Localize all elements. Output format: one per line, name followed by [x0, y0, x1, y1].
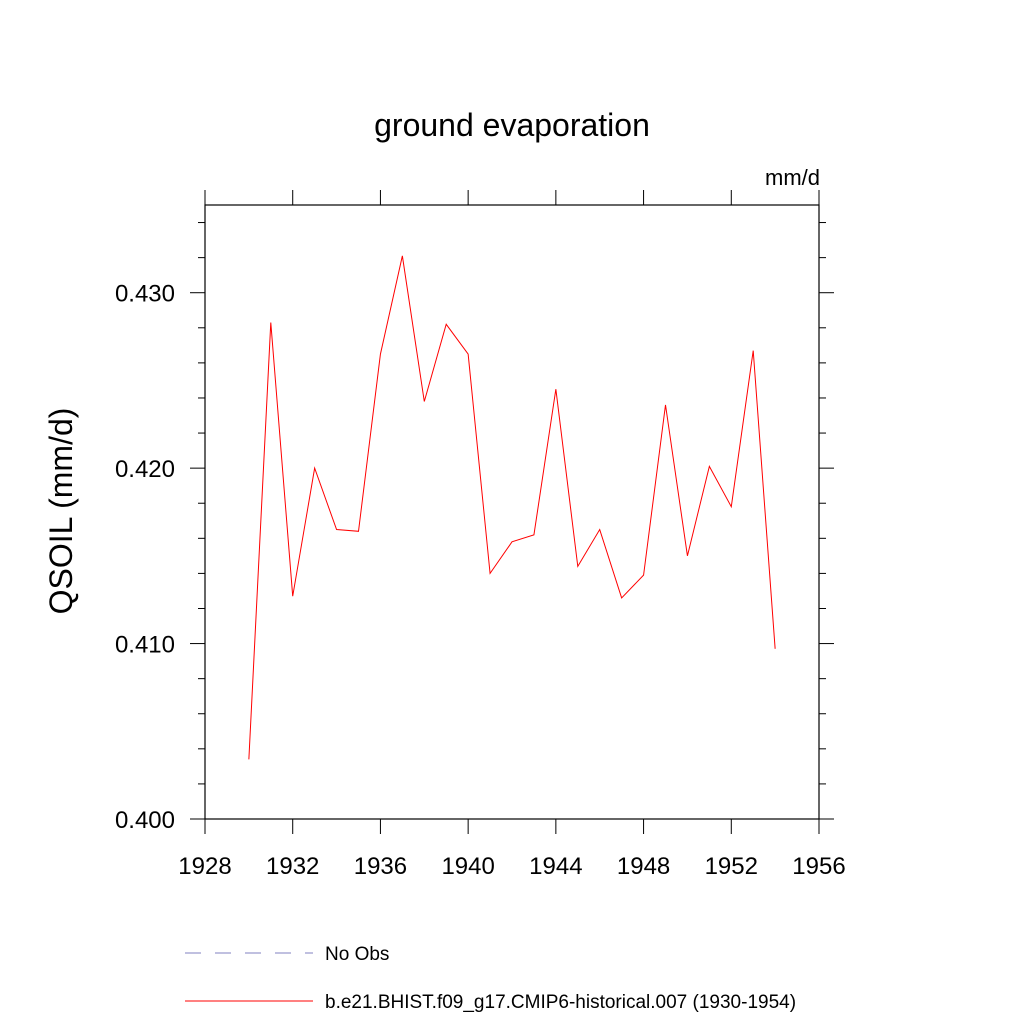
legend-label-no-obs: No Obs [325, 944, 389, 965]
plot-frame [204, 204, 820, 820]
x-tick-label: 1936 [354, 853, 407, 880]
y-tick-label: 0.400 [115, 807, 175, 834]
x-tick-label: 1944 [529, 853, 582, 880]
y-tick-label: 0.430 [115, 281, 175, 308]
x-tick-label: 1928 [178, 853, 231, 880]
series-line [248, 255, 776, 760]
x-tick-label: 1940 [441, 853, 494, 880]
legend-label-historical: b.e21.BHIST.f09_g17.CMIP6-historical.007… [325, 992, 796, 1013]
chart-title: ground evaporation [374, 107, 650, 143]
x-tick-label: 1948 [617, 853, 670, 880]
y-tick-label: 0.420 [115, 456, 175, 483]
y-tick-label: 0.410 [115, 632, 175, 659]
units-label: mm/d [765, 165, 820, 190]
x-tick-label: 1952 [705, 853, 758, 880]
axis-ticks [190, 190, 834, 834]
x-tick-label: 1932 [266, 853, 319, 880]
x-tick-label: 1956 [792, 853, 845, 880]
y-axis-label: QSOIL (mm/d) [43, 408, 79, 615]
series-group [248, 255, 776, 760]
tick-labels: 1928 1932 1936 1940 1944 1948 1952 1956 0.400 0.4… [115, 281, 846, 880]
